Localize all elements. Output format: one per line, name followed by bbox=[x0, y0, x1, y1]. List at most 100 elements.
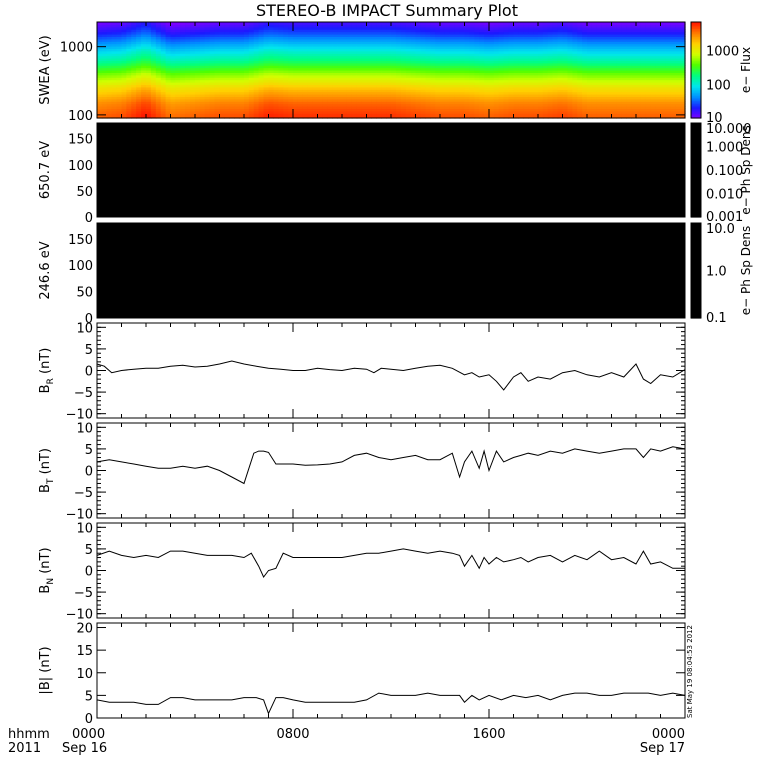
swea-heat-cell bbox=[474, 110, 480, 114]
swea-heat-cell bbox=[307, 101, 314, 105]
swea-heat-cell bbox=[111, 60, 118, 64]
swea-heat-cell bbox=[675, 24, 681, 28]
swea-heat-cell bbox=[542, 34, 549, 37]
swea-heat-cell bbox=[312, 43, 319, 47]
swea-heat-cell bbox=[410, 113, 417, 117]
swea-heat-cell bbox=[626, 115, 632, 119]
swea-heat-cell bbox=[440, 110, 446, 114]
swea-heat-cell bbox=[253, 22, 260, 25]
swea-heat-cell bbox=[141, 98, 147, 102]
swea-heat-cell bbox=[293, 26, 299, 30]
swea-heat-cell bbox=[611, 96, 617, 100]
swea-heat-cell bbox=[557, 41, 564, 45]
swea-heat-cell bbox=[552, 43, 559, 47]
swea-heat-cell bbox=[582, 65, 588, 69]
swea-heat-cell bbox=[601, 67, 608, 71]
swea-heat-cell bbox=[474, 67, 480, 71]
swea-heat-cell bbox=[224, 60, 230, 64]
swea-heat-cell bbox=[636, 94, 642, 97]
swea-heat-cell bbox=[596, 41, 603, 45]
swea-heat-cell bbox=[440, 98, 446, 102]
swea-heat-cell bbox=[239, 96, 245, 100]
swea-heat-cell bbox=[440, 62, 446, 66]
pad650-colorbar-cell bbox=[691, 174, 701, 177]
swea-heat-cell bbox=[660, 24, 666, 28]
swea-heat-cell bbox=[562, 89, 568, 93]
swea-heat-cell bbox=[493, 41, 500, 45]
swea-heat-cell bbox=[518, 77, 524, 81]
swea-heat-cell bbox=[670, 79, 676, 83]
swea-heat-cell bbox=[562, 96, 568, 100]
swea-heat-cell bbox=[248, 48, 255, 52]
swea-heat-cell bbox=[317, 91, 323, 95]
swea-heat-cell bbox=[493, 55, 500, 59]
swea-heat-cell bbox=[361, 24, 368, 28]
swea-heat-cell bbox=[655, 65, 662, 69]
swea-heat-cell bbox=[621, 70, 627, 73]
swea-heat-cell bbox=[493, 34, 500, 37]
swea-heat-cell bbox=[150, 48, 157, 52]
swea-heat-cell bbox=[150, 101, 157, 105]
swea-heat-cell bbox=[204, 110, 211, 114]
swea-heat-cell bbox=[528, 43, 534, 47]
swea-heat-cell bbox=[601, 84, 608, 88]
swea-heat-cell bbox=[410, 38, 417, 42]
swea-heat-cell bbox=[332, 101, 338, 105]
swea-heat-cell bbox=[356, 70, 363, 73]
swea-heat-cell bbox=[381, 38, 387, 42]
swea-heat-cell bbox=[170, 115, 176, 119]
swea-heat-cell bbox=[513, 65, 519, 69]
swea-heat-cell bbox=[479, 26, 485, 30]
swea-heat-cell bbox=[190, 101, 196, 105]
swea-heat-cell bbox=[665, 91, 671, 95]
swea-heat-cell bbox=[342, 72, 348, 76]
swea-heat-cell bbox=[356, 31, 363, 35]
swea-heat-cell bbox=[293, 46, 299, 49]
swea-heat-cell bbox=[587, 29, 593, 33]
swea-heat-cell bbox=[577, 72, 583, 76]
swea-heat-cell bbox=[234, 79, 240, 83]
swea-heat-cell bbox=[582, 41, 588, 45]
swea-heat-cell bbox=[121, 46, 127, 49]
swea-heat-cell bbox=[391, 46, 397, 49]
swea-heat-cell bbox=[640, 36, 647, 40]
swea-heat-cell bbox=[209, 74, 216, 78]
swea-heat-cell bbox=[533, 82, 539, 85]
swea-heat-cell bbox=[209, 46, 216, 49]
swea-heat-cell bbox=[650, 74, 657, 78]
swea-heat-cell bbox=[239, 55, 245, 59]
swea-heat-cell bbox=[121, 31, 127, 35]
swea-heat-cell bbox=[665, 67, 671, 71]
swea-heat-cell bbox=[327, 96, 333, 100]
swea-heat-cell bbox=[621, 86, 627, 90]
swea-heat-cell bbox=[268, 36, 274, 40]
swea-heat-cell bbox=[513, 86, 519, 90]
swea-heat-cell bbox=[155, 43, 162, 47]
swea-heat-cell bbox=[342, 108, 348, 112]
swea-heat-cell bbox=[126, 113, 132, 117]
swea-heat-cell bbox=[239, 77, 245, 81]
swea-heat-cell bbox=[97, 31, 103, 35]
swea-heat-cell bbox=[675, 46, 681, 49]
swea-heat-cell bbox=[253, 70, 260, 73]
swea-heat-cell bbox=[214, 79, 221, 83]
swea-colorbar-cell bbox=[691, 114, 701, 117]
swea-heat-cell bbox=[503, 82, 510, 85]
swea-heat-cell bbox=[160, 31, 167, 35]
swea-heat-cell bbox=[224, 82, 230, 85]
swea-heat-cell bbox=[508, 110, 515, 114]
swea-heat-cell bbox=[395, 50, 402, 54]
swea-heat-cell bbox=[542, 96, 549, 100]
swea-heat-cell bbox=[640, 77, 647, 81]
swea-heat-cell bbox=[146, 96, 152, 100]
swea-heat-cell bbox=[675, 96, 681, 100]
swea-heat-cell bbox=[175, 24, 181, 28]
swea-heat-cell bbox=[582, 29, 588, 33]
swea-heat-cell bbox=[391, 89, 397, 93]
swea-heat-cell bbox=[596, 72, 603, 76]
swea-heat-cell bbox=[180, 48, 186, 52]
swea-heat-cell bbox=[342, 67, 348, 71]
swea-heat-cell bbox=[621, 53, 627, 57]
swea-heat-cell bbox=[97, 38, 103, 42]
swea-heat-cell bbox=[361, 62, 368, 66]
